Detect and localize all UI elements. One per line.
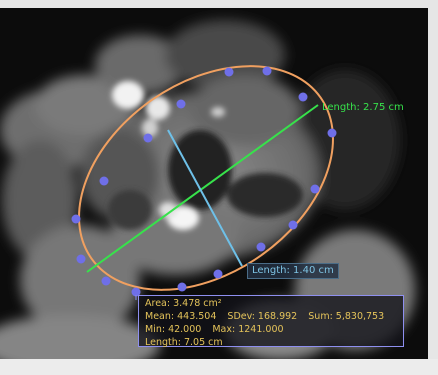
stats-row-min-max: Min: 42.000 Max: 1241.000	[145, 323, 397, 336]
min-value: Min: 42.000	[145, 324, 202, 335]
roi-handles[interactable]	[71, 66, 337, 297]
stats-row-mean-sdev-sum: Mean: 443.504 SDev: 168.992 Sum: 5,830,7…	[145, 310, 397, 323]
tissue-background	[0, 20, 415, 375]
roi-handle[interactable]	[213, 269, 223, 279]
roi-handle[interactable]	[176, 99, 186, 109]
roi-ellipse-outline[interactable]	[37, 20, 375, 336]
max-value: Max: 1241.000	[212, 324, 284, 335]
roi-handle[interactable]	[310, 184, 320, 194]
roi-handle[interactable]	[71, 214, 81, 224]
roi-handle[interactable]	[262, 66, 272, 76]
roi-handle[interactable]	[99, 176, 109, 186]
roi-stats-box[interactable]: Area: 3.478 cm² Mean: 443.504 SDev: 168.…	[138, 295, 404, 349]
roi-handle[interactable]	[256, 242, 266, 252]
green-length-label[interactable]: Length: 2.75 cm	[322, 102, 404, 113]
area-value: Area: 3.478 cm²	[145, 298, 222, 309]
roi-handle[interactable]	[288, 220, 298, 230]
calcifications	[112, 81, 225, 230]
stats-row-area: Area: 3.478 cm²	[145, 297, 397, 310]
roi-handle[interactable]	[76, 254, 86, 264]
blue-length-label[interactable]: Length: 1.40 cm	[247, 263, 339, 279]
roi-handle[interactable]	[143, 133, 153, 143]
lumen-dark-areas	[108, 130, 303, 230]
roi-handle[interactable]	[101, 276, 111, 286]
sum-value: Sum: 5,830,753	[308, 311, 385, 322]
roi-handle[interactable]	[224, 67, 234, 77]
green-length-line[interactable]	[86, 104, 319, 273]
viewer-bottom-border	[0, 359, 438, 375]
perimeter-length-value: Length: 7.05 cm	[145, 337, 223, 348]
roi-handle[interactable]	[177, 282, 187, 292]
stats-row-length: Length: 7.05 cm	[145, 336, 397, 349]
sdev-value: SDev: 168.992	[227, 311, 298, 322]
roi-handle[interactable]	[298, 92, 308, 102]
roi-handle[interactable]	[131, 287, 141, 297]
roi-handle[interactable]	[327, 128, 337, 138]
mean-value: Mean: 443.504	[145, 311, 217, 322]
blue-length-line[interactable]	[167, 129, 243, 267]
